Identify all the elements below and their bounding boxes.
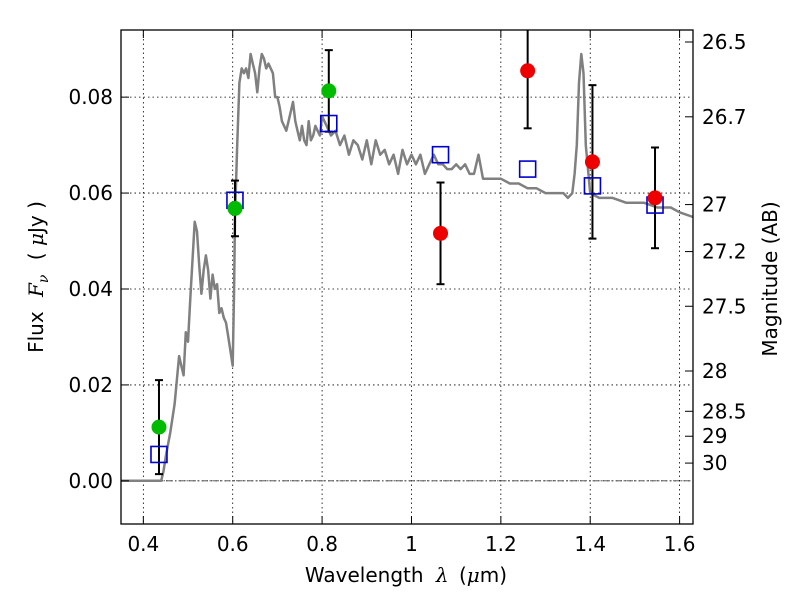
magnitude-tick-label: 26.7 bbox=[702, 105, 747, 129]
magnitude-tick-label: 26.5 bbox=[702, 30, 747, 54]
model-spectrum-line bbox=[121, 52, 694, 483]
model-spectrum bbox=[121, 52, 694, 483]
x-tick-label: 1.2 bbox=[485, 532, 517, 556]
plot-frame bbox=[120, 29, 694, 525]
x-tick-label: 1.6 bbox=[664, 532, 696, 556]
magnitude-axis-label: Magnitude (AB) bbox=[758, 201, 782, 356]
photometry-point bbox=[433, 225, 449, 241]
model-photometry-square bbox=[518, 160, 537, 178]
model-photometry-square bbox=[319, 114, 338, 133]
x-axis-unit-mu: μ bbox=[467, 563, 480, 587]
y-axis-unit-mu: μ bbox=[24, 233, 48, 246]
model-photometry-square bbox=[431, 145, 450, 164]
axis-ticks: 0.4 0.6 0.8 1 1.2 1.4 1.6 0.00 0.02 0.04 0.06 0.08 2… bbox=[68, 30, 746, 556]
photometry-point bbox=[584, 154, 600, 170]
x-axis-label-prefix: Wavelength bbox=[305, 563, 424, 587]
x-tick-label: 0.4 bbox=[127, 532, 159, 556]
y-tick-label: 0.08 bbox=[68, 85, 113, 109]
observed-photometry-points bbox=[151, 63, 663, 435]
magnitude-tick-label: 27 bbox=[702, 193, 727, 217]
photometry-point bbox=[647, 190, 663, 206]
x-axis-unit-rest: m) bbox=[480, 563, 507, 587]
x-axis-label: Wavelength λ (μm) bbox=[305, 563, 507, 587]
y-axis-unit-rest: Jy ) bbox=[24, 201, 48, 235]
photometry-point bbox=[321, 83, 337, 99]
y-tick-label: 0.02 bbox=[68, 373, 113, 397]
model-photometry-square bbox=[150, 445, 168, 464]
magnitude-tick-label: 30 bbox=[702, 451, 727, 475]
photometry-point bbox=[520, 63, 536, 79]
x-tick-label: 0.8 bbox=[306, 532, 338, 556]
y-tick-label: 0.04 bbox=[68, 277, 113, 301]
y-axis-symbol-subscript: ν bbox=[36, 274, 52, 283]
photometry-point bbox=[227, 200, 243, 216]
y-axis-unit-open: ( bbox=[24, 252, 48, 260]
y-axis-symbol: F bbox=[24, 282, 48, 298]
grid-lines bbox=[121, 30, 693, 524]
y-axis-label: Flux Fν ( μJy ) bbox=[24, 201, 53, 353]
magnitude-tick-label: 27.2 bbox=[702, 240, 747, 264]
model-photometry-squares bbox=[150, 114, 664, 464]
x-axis-symbol: λ bbox=[435, 563, 449, 587]
model-photometry-square bbox=[583, 177, 602, 195]
magnitude-tick-label: 27.5 bbox=[702, 294, 747, 318]
magnitude-tick-label: 28.5 bbox=[702, 399, 747, 423]
x-axis-unit-open: ( bbox=[459, 563, 467, 587]
y-tick-label: 0.06 bbox=[68, 181, 113, 205]
x-tick-label: 1 bbox=[405, 532, 418, 556]
y-tick-label: 0.00 bbox=[68, 469, 113, 493]
magnitude-tick-label: 29 bbox=[702, 424, 727, 448]
x-tick-label: 0.6 bbox=[217, 532, 249, 556]
magnitude-tick-label: 28 bbox=[702, 359, 727, 383]
y-axis-label-prefix: Flux bbox=[24, 311, 48, 353]
x-tick-label: 1.4 bbox=[574, 532, 606, 556]
photometry-point bbox=[151, 419, 167, 435]
